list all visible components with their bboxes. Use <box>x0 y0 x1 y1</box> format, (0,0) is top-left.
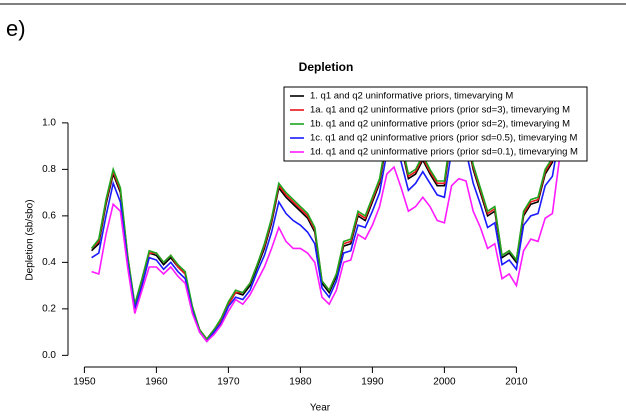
x-tick-label: 2000 <box>433 377 456 388</box>
x-tick-label: 1980 <box>289 377 312 388</box>
y-tick-label: 0.6 <box>42 211 56 222</box>
x-tick-label: 1960 <box>145 377 168 388</box>
legend-label: 1d. q1 and q2 uninformative priors (prio… <box>310 147 578 158</box>
y-tick-label: 0.4 <box>42 257 56 268</box>
series-line <box>91 132 561 343</box>
x-tick-label: 1990 <box>361 377 384 388</box>
legend-box <box>283 86 588 162</box>
y-tick-label: 0.2 <box>42 303 56 314</box>
legend-label: 1c. q1 and q2 uninformative priors (prio… <box>310 133 578 144</box>
x-tick-label: 1950 <box>73 377 96 388</box>
plot-lines <box>90 111 561 343</box>
chart-title: Depletion <box>299 60 354 74</box>
y-axis-label: Depletion (sb/sbo) <box>25 199 36 280</box>
legend-label: 1b. q1 and q2 uninformative priors (prio… <box>310 119 570 130</box>
series-line <box>90 111 561 341</box>
y-tick-label: 1.0 <box>42 118 56 129</box>
panel-label: e) <box>6 16 26 41</box>
y-tick-label: 0.0 <box>42 350 56 361</box>
y-tick-label: 0.8 <box>42 164 56 175</box>
series-line <box>91 157 561 343</box>
x-tick-label: 1970 <box>217 377 240 388</box>
x-axis-label: Year <box>310 403 331 414</box>
legend-label: 1a. q1 and q2 uninformative priors (prio… <box>310 105 570 116</box>
legend-label: 1. q1 and q2 uninformative priors, timev… <box>310 91 513 102</box>
x-tick-label: 2010 <box>505 377 528 388</box>
